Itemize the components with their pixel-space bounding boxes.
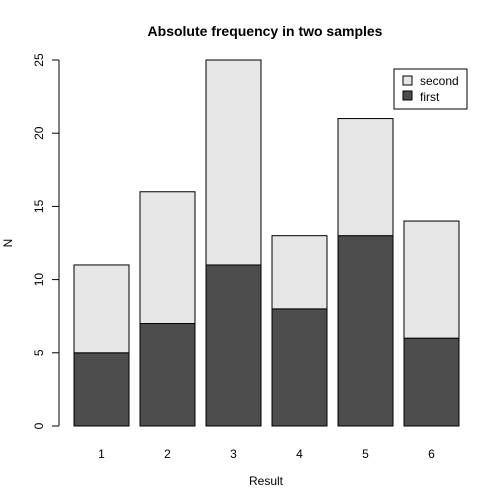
bar-second-1 [73,264,130,354]
x-tick-label: 5 [362,447,369,461]
x-tick-label: 1 [98,447,105,461]
y-tick-label: 10 [32,273,46,287]
chart-title: Absolute frequency in two samples [148,23,383,39]
bar-first-5 [337,235,394,427]
x-tick-label: 3 [230,447,237,461]
x-tick-label: 2 [164,447,171,461]
bar-first-2 [139,323,196,427]
x-tick-label: 4 [296,447,303,461]
legend-swatch-second [402,75,413,86]
legend-label-first: first [420,90,440,104]
legend-label-second: second [420,74,459,88]
y-tick-label: 0 [32,422,46,429]
bar-second-2 [139,191,196,325]
bar-first-3 [205,264,262,427]
legend-box [393,68,468,110]
bars [73,59,460,427]
bar-first-4 [271,308,328,427]
bar-second-4 [271,235,328,310]
y-tick-label: 5 [32,349,46,356]
y-tick-label: 20 [32,126,46,140]
legend: second first [393,68,468,110]
x-axis-label: Result [249,474,284,488]
x-axis-tick-labels: 1 2 3 4 5 6 [98,447,435,461]
y-axis-label: N [1,239,15,248]
y-tick-label: 15 [32,199,46,213]
bar-second-3 [205,59,262,266]
y-tick-label: 25 [32,53,46,67]
x-tick-label: 6 [428,447,435,461]
y-axis-ticks: 0 5 10 15 20 25 [32,53,59,429]
bar-second-5 [337,118,394,237]
bar-first-1 [73,352,130,427]
bar-second-6 [403,220,460,339]
legend-swatch-first [402,90,413,101]
bar-first-6 [403,337,460,427]
